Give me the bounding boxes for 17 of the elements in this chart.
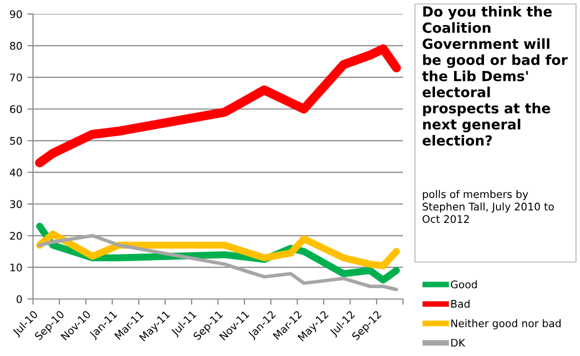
y-tick-label: 10 [10, 264, 22, 272]
y-tick-label: 50 [10, 136, 22, 145]
y-tick-label: 60 [10, 105, 22, 114]
y-tick-label: 80 [10, 42, 22, 50]
y-tick-label: 30 [10, 200, 22, 208]
y-tick-label: 90 [10, 10, 22, 18]
text: polls of members by Stephen Tall, July 2010 to Oct 2012 [422, 190, 554, 223]
y-tick-label: 0 [16, 295, 22, 304]
legend-label: Bad [451, 300, 470, 308]
legend-label: DK [451, 338, 466, 347]
y-tick-label: 40 [10, 168, 22, 176]
legend-label: Neither good nor bad [451, 319, 561, 330]
y-tick-label: 70 [10, 74, 22, 82]
chart-title: Do you think the Coalition Government will be good or bad for the Lib Dems' electoral prospects at the next general election? [422, 6, 568, 146]
y-tick-label: 20 [10, 232, 22, 240]
legend-label: Good [450, 280, 477, 288]
line-series [38, 234, 398, 292]
